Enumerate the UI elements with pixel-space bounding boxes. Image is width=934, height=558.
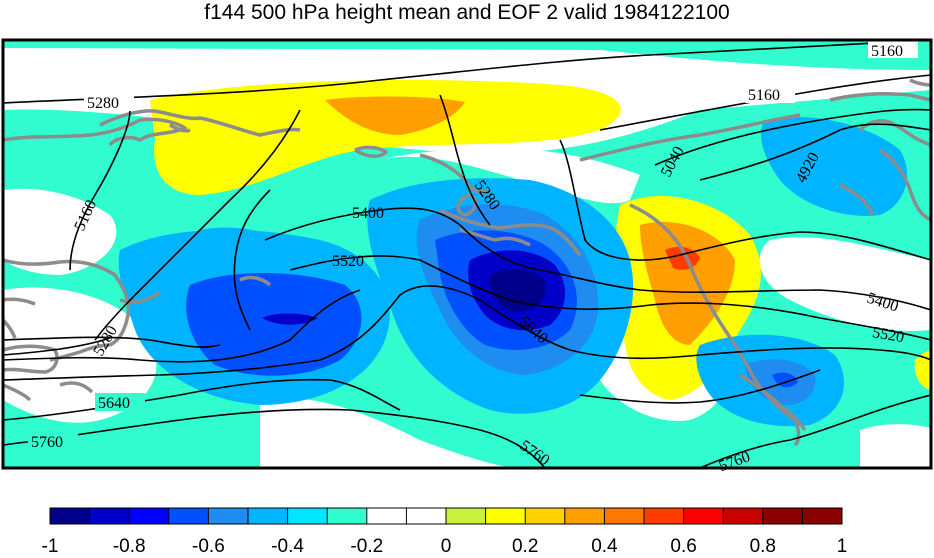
contour-5160-far-west	[69, 109, 131, 271]
contour-5160-north	[599, 74, 931, 131]
colorbar-tick-label: 0.4	[591, 536, 618, 557]
contour-label: 5160	[871, 43, 903, 60]
contour-5400	[264, 207, 931, 311]
contour-5160-west	[233, 189, 271, 331]
colorbar-swatch	[168, 508, 209, 524]
colorbar-border	[49, 507, 843, 525]
colorbar-tick-label: -1	[42, 536, 59, 557]
contour-5160-mid	[559, 139, 931, 261]
colorbar-swatch	[723, 508, 764, 524]
colorbar-swatch	[366, 508, 407, 524]
field-positive-north	[150, 80, 621, 195]
colorbar-swatch	[406, 508, 447, 524]
colorbar-swatch	[208, 508, 249, 524]
colorbar-swatch	[287, 508, 328, 524]
colorbar-swatch	[762, 508, 803, 524]
contour-label: 5520	[332, 253, 364, 270]
colorbar-tick-label: 0.2	[512, 536, 538, 557]
colorbar-swatch	[802, 508, 843, 524]
contour-5640-south	[3, 378, 401, 421]
colorbar-swatch	[564, 508, 605, 524]
colorbar-tick-label: -0.4	[271, 536, 304, 557]
contour-label: 5160	[748, 87, 780, 104]
colorbar-tick-label: -0.6	[192, 536, 225, 557]
contour-5760-east	[699, 394, 931, 468]
contour-label: 5760	[31, 434, 63, 451]
contour-4920	[699, 123, 931, 181]
colorbar-swatch	[683, 508, 724, 524]
height-contours	[3, 40, 931, 468]
shaded-field	[3, 40, 931, 468]
contour-5640	[3, 285, 931, 381]
colorbar-tick-label: 0.6	[670, 536, 696, 557]
contour-5280-mid	[439, 94, 491, 226]
colorbar-swatch	[129, 508, 170, 524]
contour-5280-north	[3, 40, 931, 104]
colorbar-swatch	[89, 508, 130, 524]
colorbar: -1 -0.8 -0.6 -0.4 -0.2 0 0.2 0.4 0.6 0.8 1	[42, 507, 848, 557]
contour-label: 5280	[87, 95, 119, 112]
contour-5280-west	[94, 109, 301, 341]
colorbar-tick-label: -0.8	[113, 536, 146, 557]
colorbar-swatch	[644, 508, 685, 524]
colorbar-swatch	[525, 508, 566, 524]
map-title: f144 500 hPa height mean and EOF 2 valid…	[204, 1, 730, 24]
colorbar-tick-label: 1	[837, 536, 848, 557]
contour-5520	[289, 255, 931, 341]
contour-5040	[654, 108, 931, 166]
colorbar-tick-label: 0	[441, 536, 452, 557]
colorbar-swatch	[248, 508, 289, 524]
contour-label: 5640	[98, 395, 130, 412]
colorbar-swatch	[327, 508, 368, 524]
colorbar-swatch	[485, 508, 526, 524]
colorbar-tick-label: -0.2	[350, 536, 383, 557]
field-zero-west	[3, 287, 157, 423]
colorbar-swatch	[446, 508, 487, 524]
coastlines	[3, 78, 931, 447]
field-negative-northeast	[760, 116, 908, 216]
colorbar-tick-label: 0.8	[750, 536, 776, 557]
contour-5760-west	[3, 408, 546, 468]
contour-label: 5400	[352, 205, 384, 222]
plot-frame	[1, 38, 933, 470]
colorbar-swatch	[604, 508, 645, 524]
colorbar-swatch	[50, 508, 91, 524]
contour-label: 5520	[871, 324, 905, 346]
